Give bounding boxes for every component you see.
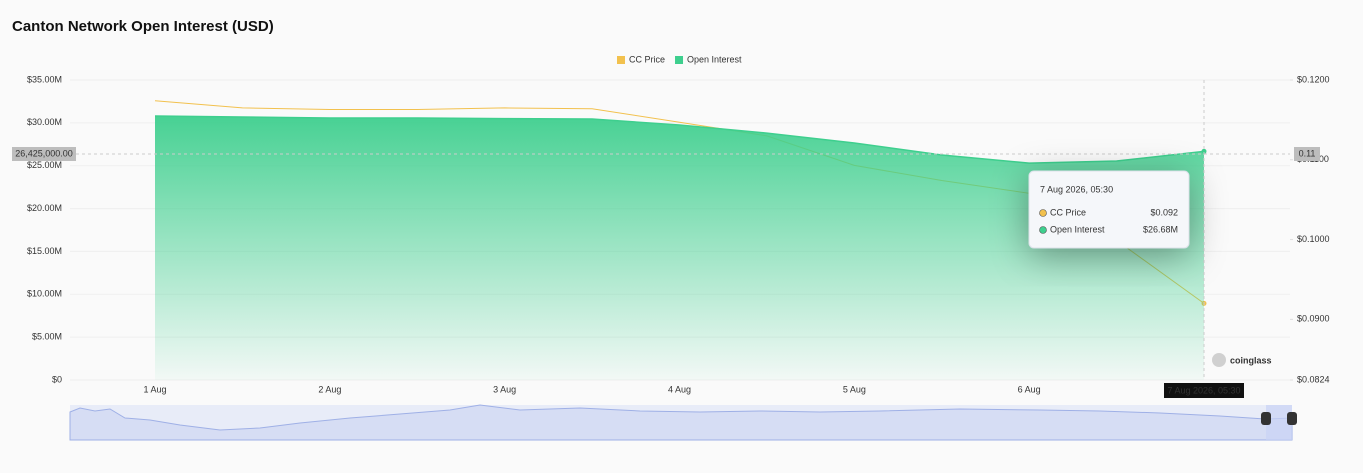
- y-tick-label: $5.00M: [32, 332, 62, 342]
- tooltip-title: 7 Aug 2026, 05:30: [1040, 184, 1113, 194]
- x-tick-label: 6 Aug: [1018, 384, 1041, 394]
- tooltip-value: $26.68M: [1143, 224, 1178, 234]
- legend-label: CC Price: [629, 54, 665, 64]
- crosshair-label-bg: [1294, 147, 1320, 161]
- legend-swatch: [675, 56, 684, 64]
- y-tick-label: $30.00M: [27, 117, 62, 127]
- tooltip: 7 Aug 2026, 05:30 CC Price $0.092 Open Inte…: [1028, 170, 1190, 249]
- y2-tick-label: $0.1000: [1297, 234, 1330, 244]
- x-tick-label: 4 Aug: [668, 384, 691, 394]
- legend-swatch: [617, 56, 625, 64]
- navigator[interactable]: [69, 404, 1297, 441]
- y-tick-label: $15.00M: [27, 246, 62, 256]
- legend-label: Open Interest: [687, 54, 742, 64]
- y2-tick-label: $0.0824: [1297, 374, 1330, 384]
- tooltip-label: CC Price: [1050, 207, 1086, 217]
- crosshair-label-bg: [12, 147, 76, 161]
- watermark: coinglass: [1230, 355, 1272, 365]
- tooltip-label: Open Interest: [1050, 224, 1105, 234]
- y2-tick-label: $0.0900: [1297, 314, 1330, 324]
- point: [1201, 148, 1207, 154]
- chart-title: Canton Network Open Interest (USD): [12, 18, 274, 35]
- line: [154, 115, 1205, 164]
- y-tick-label: $35.00M: [27, 74, 62, 84]
- x-tick-label: 3 Aug: [493, 384, 516, 394]
- crosshair-x-label: 7 Aug 2026, 05:30: [1167, 385, 1240, 395]
- navigator-sparkline: [69, 404, 1293, 441]
- tooltip-box: [1028, 170, 1190, 249]
- y2-tick-label: $0.1200: [1297, 74, 1330, 84]
- tooltip-dot: [1039, 209, 1047, 217]
- crosshair-x-label-bg: [1164, 383, 1244, 398]
- area: [155, 116, 1204, 380]
- y-tick-label: $10.00M: [27, 289, 62, 299]
- watermark-icon: [1212, 353, 1226, 367]
- y-tick-label: $25.00M: [27, 160, 62, 170]
- crosshair-y2-label: 0.11: [1299, 148, 1316, 158]
- tooltip-value: $0.092: [1150, 207, 1178, 217]
- y-tick-label: $0: [52, 374, 62, 384]
- x-tick-label: 5 Aug: [843, 384, 866, 394]
- y-tick-label: $20.00M: [27, 203, 62, 213]
- x-tick-label: 2 Aug: [318, 384, 341, 394]
- x-tick-label: 1 Aug: [143, 384, 166, 394]
- tooltip-dot: [1039, 226, 1047, 234]
- crosshair-y-label: 26,425,000.00: [15, 148, 73, 158]
- navigator-handle[interactable]: [1261, 412, 1271, 425]
- navigator-handle[interactable]: [1287, 412, 1297, 425]
